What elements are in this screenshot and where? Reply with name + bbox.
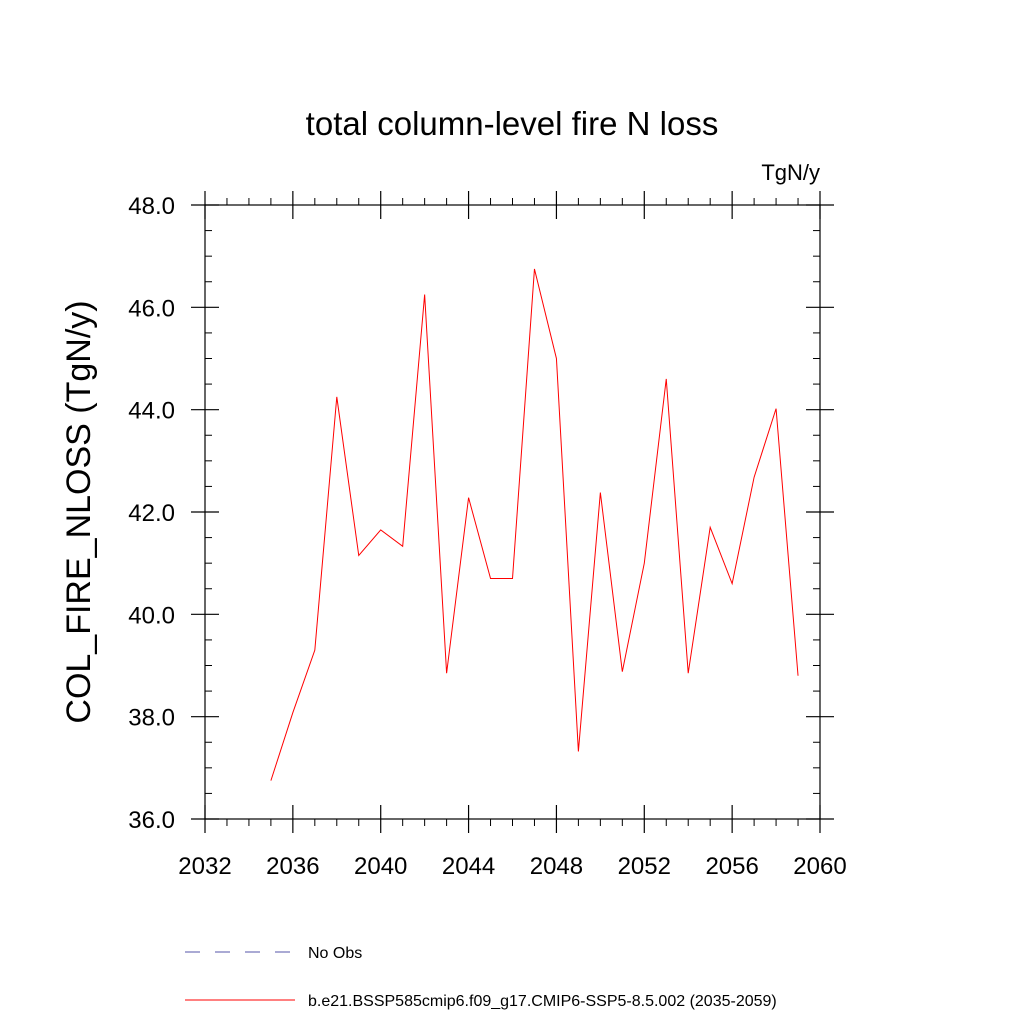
series-line — [270, 268, 799, 781]
x-tick-label: 2052 — [618, 853, 671, 880]
plot-frame — [204, 204, 821, 820]
x-tick-labels: 2032 2036 2040 2044 2048 2052 2056 2060 — [178, 853, 846, 880]
legend: No Obs b.e21.BSSP585cmip6.f09_g17.CMIP6-… — [185, 945, 777, 1010]
y-tick-label: 36.0 — [128, 807, 175, 834]
y-tick-label: 46.0 — [128, 295, 175, 322]
y-tick-label: 38.0 — [128, 705, 175, 732]
chart-title: total column-level fire N loss — [306, 105, 719, 142]
x-tick-label: 2032 — [178, 853, 231, 880]
x-tick-label: 2060 — [793, 853, 846, 880]
legend-label-series: b.e21.BSSP585cmip6.f09_g17.CMIP6-SSP5-8.… — [308, 993, 777, 1010]
y-tick-label: 48.0 — [128, 193, 175, 220]
series-group — [270, 268, 799, 781]
y-tick-labels: 36.0 38.0 40.0 42.0 44.0 46.0 48.0 — [128, 193, 175, 834]
y-axis-label: COL_FIRE_NLOSS (TgN/y) — [60, 300, 98, 723]
x-tick-label: 2040 — [354, 853, 407, 880]
minor-ticks — [205, 198, 820, 826]
legend-label-no-obs: No Obs — [308, 945, 362, 962]
x-tick-label: 2056 — [705, 853, 758, 880]
x-tick-label: 2048 — [530, 853, 583, 880]
y-tick-label: 40.0 — [128, 602, 175, 629]
y-tick-label: 44.0 — [128, 398, 175, 425]
major-ticks — [191, 191, 834, 833]
x-tick-label: 2036 — [266, 853, 319, 880]
units-label: TgN/y — [761, 160, 820, 185]
y-tick-label: 42.0 — [128, 500, 175, 527]
x-tick-label: 2044 — [442, 853, 495, 880]
